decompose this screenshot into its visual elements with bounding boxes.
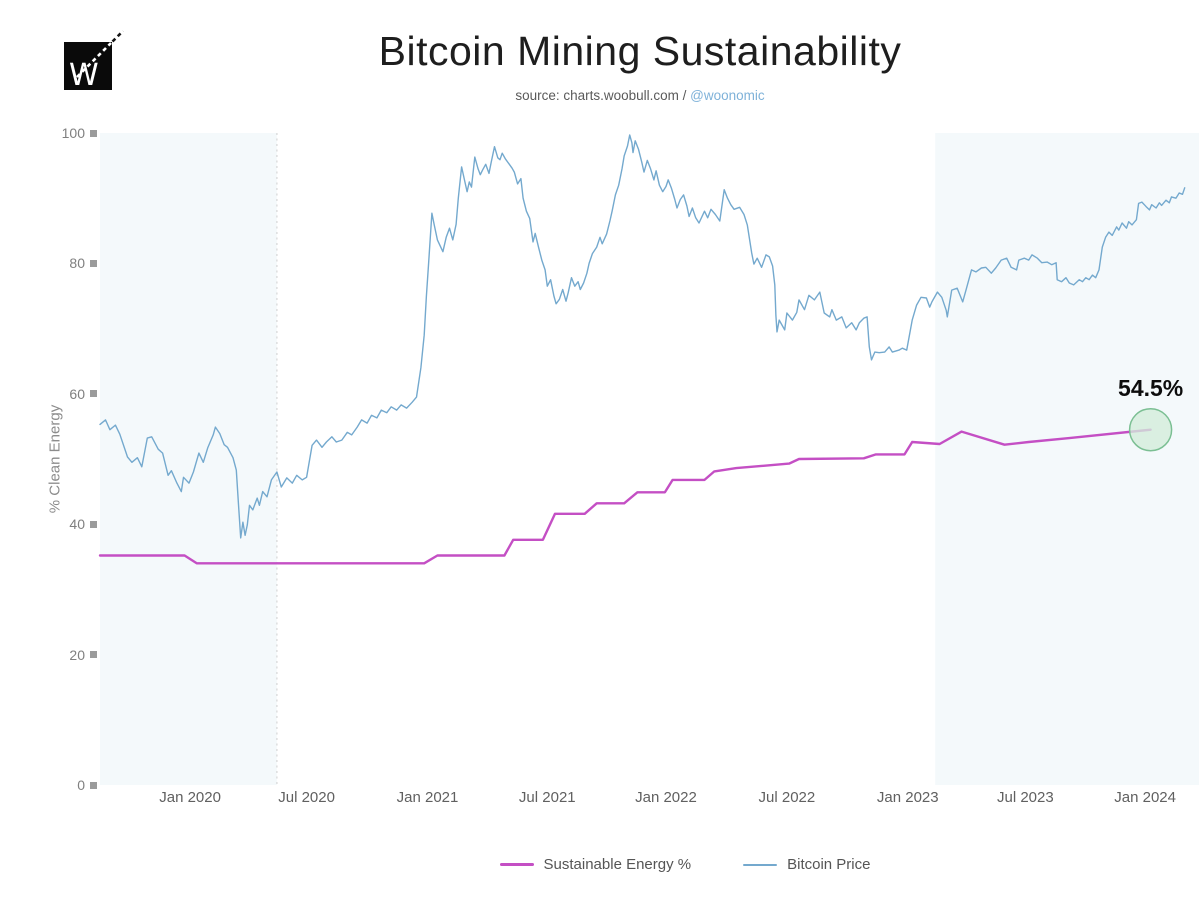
y-tick-label: 20 (69, 646, 85, 663)
sustainable-energy-line (98, 428, 1152, 565)
x-tick-label: Jul 2023 (996, 789, 1054, 806)
y-tick-marker (90, 651, 97, 659)
woobull-logo: W (64, 30, 124, 93)
sustainable-line-swatch (499, 863, 534, 866)
y-tick: 20 (0, 646, 97, 664)
logo-trend-line-outer (111, 30, 124, 43)
x-tick-label: Jul 2022 (758, 789, 816, 806)
bitcoin-line-swatch (743, 863, 778, 866)
y-tick-marker (90, 129, 97, 137)
logo-letter: W (69, 58, 99, 93)
y-tick: 60 (0, 385, 97, 403)
y-tick-marker (90, 520, 97, 528)
source-link[interactable]: @woonomic (690, 88, 765, 103)
plot-band (100, 133, 277, 785)
y-tick: 100 (0, 124, 97, 142)
logo-trend-line-inner (76, 42, 112, 78)
y-tick: 80 (0, 254, 97, 272)
x-tick-label: Jul 2020 (278, 789, 335, 806)
y-axis-title: % Clean Energy (46, 404, 64, 514)
y-tick-label: 100 (61, 125, 85, 141)
y-tick-marker (90, 781, 97, 789)
page-title: Bitcoin Mining Sustainability (378, 28, 902, 74)
legend-label: Bitcoin Price (787, 856, 871, 873)
plot-band (935, 133, 1199, 785)
y-tick-label: 40 (69, 516, 85, 533)
y-tick-label: 0 (77, 777, 85, 793)
x-tick-label: Jan 2021 (396, 789, 459, 806)
x-tick-label: Jan 2022 (635, 789, 697, 806)
legend-item-sustainable[interactable]: Sustainable Energy % (499, 856, 692, 873)
x-tick-label: Jan 2024 (1114, 789, 1176, 806)
y-tick-marker (90, 390, 97, 398)
annotation-circle (1128, 407, 1173, 452)
legend-label: Sustainable Energy % (543, 856, 692, 873)
x-tick-label: Jan 2023 (876, 789, 939, 806)
x-tick-label: Jan 2020 (159, 789, 221, 806)
y-tick: 0 (0, 776, 97, 794)
legend: Sustainable Energy % Bitcoin Price (170, 856, 1200, 873)
y-tick-label: 80 (69, 255, 85, 272)
y-tick-marker (90, 259, 97, 267)
source-text: source: charts.woobull.com / (515, 88, 691, 103)
y-tick: 40 (0, 515, 97, 533)
chart-source: source: charts.woobull.com / @woonomic (80, 88, 1200, 103)
annotation-label: 54.5% (1118, 374, 1184, 401)
bitcoin-price-line (99, 134, 1186, 539)
legend-item-bitcoin[interactable]: Bitcoin Price (743, 856, 870, 873)
y-tick-label: 60 (69, 385, 85, 402)
x-tick-label: Jul 2021 (518, 789, 576, 806)
